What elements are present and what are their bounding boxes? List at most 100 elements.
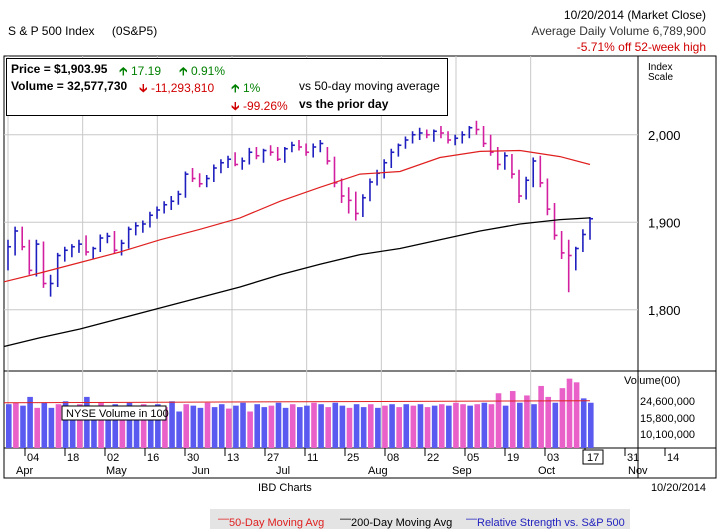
index-title: S & P 500 Index (0S&P5) <box>8 24 157 38</box>
index-scale-label: Index <box>648 62 672 73</box>
date-tick-label: 08 <box>387 452 399 464</box>
volume-vs-50-text: vs 50-day moving average <box>299 79 440 93</box>
price-row: Price = $1,903.95 <box>11 62 107 76</box>
date-tick-label: 30 <box>187 452 199 464</box>
volume-bar <box>275 402 282 448</box>
volume-vs-prior-pct-value: -99.26% <box>242 99 288 113</box>
volume-bar <box>55 404 62 448</box>
volume-bar <box>27 396 33 448</box>
price-change-pct-value: 0.91% <box>190 64 225 78</box>
date-tick-label: 13 <box>227 452 239 464</box>
volume-bar <box>573 382 580 448</box>
volume-label: Volume(00) <box>624 375 680 387</box>
volume-bar <box>410 405 417 448</box>
volume-vs-50-pct: 🡱 1% <box>231 79 260 100</box>
volume-bar <box>176 411 182 448</box>
volume-bar <box>98 402 104 448</box>
volume-bar <box>254 404 261 448</box>
month-label: Jul <box>276 465 290 477</box>
date-tick-label: 27 <box>267 452 279 464</box>
volume-annotation: NYSE Volume in 100 <box>66 408 169 420</box>
ma50-line <box>3 149 591 283</box>
volume-bar <box>325 407 331 448</box>
volume-bar <box>524 395 530 448</box>
volume-bar <box>91 410 97 448</box>
volume-bar <box>304 405 310 448</box>
volume-tick-label: 15,800,000 <box>640 413 695 425</box>
volume-bar <box>69 407 76 448</box>
volume-bar <box>84 396 90 448</box>
date-tick-label: 18 <box>67 452 79 464</box>
volume-bar <box>559 388 566 448</box>
volume-tick-label: 24,600,000 <box>640 396 695 408</box>
volume-bar <box>147 410 154 448</box>
source-label: IBD Charts <box>258 482 312 494</box>
month-label: Apr <box>16 465 33 477</box>
index-symbol: (0S&P5) <box>111 24 158 38</box>
legend: — 50-Day Moving Avg — 200-Day Moving Avg… <box>210 509 630 529</box>
volume-bar <box>360 407 367 448</box>
volume-bar <box>446 405 452 448</box>
price-change-value: 17.19 <box>130 64 161 78</box>
volume-bar <box>424 407 431 448</box>
date-tick-label: 16 <box>147 452 159 464</box>
volume-change-value: -11,293,810 <box>150 81 215 95</box>
volume-bar <box>588 402 594 448</box>
month-label: Sep <box>452 465 472 477</box>
ma200-line <box>3 217 591 348</box>
info-box: Price = $1,903.95 🡱 17.19 🡱 0.91% Volume… <box>6 58 448 116</box>
date-tick-label: 03 <box>547 452 559 464</box>
price-value: $1,903.95 <box>54 62 108 76</box>
volume-bar <box>190 405 197 448</box>
volume-bar <box>375 407 381 448</box>
volume-bar <box>268 405 275 448</box>
legend-ma50: — 50-Day Moving Avg <box>218 513 325 529</box>
month-label: May <box>106 465 127 477</box>
volume-bar <box>126 402 133 448</box>
date-tick-label: 11 <box>307 452 318 464</box>
date-tick-label: 17 <box>587 452 599 464</box>
volume-bar <box>41 402 48 448</box>
legend-ma50-label: 50-Day Moving Avg <box>229 517 325 529</box>
volume-tick-label: 10,100,000 <box>640 429 695 441</box>
volume-bar <box>495 393 502 448</box>
volume-bar <box>460 404 466 448</box>
volume-bar <box>112 404 119 448</box>
y-tick-label: 1,800 <box>648 303 681 318</box>
volume-bar <box>396 407 402 448</box>
arrow-up-icon: 🡱 <box>231 81 240 95</box>
date-tick-label: 14 <box>667 452 679 464</box>
volume-bar <box>13 402 19 448</box>
volume-bar <box>538 385 544 448</box>
volume-bar <box>282 407 289 448</box>
volume-bar <box>346 407 353 448</box>
volume-vs-prior-text: vs the prior day <box>299 97 389 111</box>
volume-bar <box>218 404 225 448</box>
volume-moving-average <box>3 400 591 404</box>
price-label: Price = <box>11 62 55 76</box>
month-label: Jun <box>192 465 210 477</box>
volume-label: Volume = <box>11 79 68 93</box>
legend-rs: — Relative Strength vs. S&P 500 <box>466 513 625 529</box>
today-marker <box>582 449 604 465</box>
volume-bar <box>247 411 253 448</box>
date-tick-label: 04 <box>27 452 39 464</box>
volume-bar <box>580 398 587 448</box>
volume-bar <box>502 405 509 448</box>
volume-bar <box>453 402 459 448</box>
volume-vs-50-pct-value: 1% <box>242 81 261 95</box>
volume-bar <box>204 402 211 448</box>
volume-change: 🡳 -11,293,810 <box>139 79 214 100</box>
date-tick-label: 22 <box>427 452 439 464</box>
arrow-down-icon: 🡳 <box>231 99 240 113</box>
volume-bar <box>488 404 495 448</box>
report-date: 10/20/2014 (Market Close) <box>563 8 706 22</box>
price-change: 🡱 17.19 <box>119 62 161 83</box>
volume-bar <box>332 402 339 448</box>
arrow-up-icon: 🡱 <box>179 64 188 78</box>
footer-date: 10/20/2014 <box>650 482 706 494</box>
y-tick-label: 2,000 <box>648 128 681 143</box>
volume-bar <box>297 407 303 448</box>
volume-annotation-box <box>61 405 167 421</box>
volume-bar <box>552 402 559 448</box>
